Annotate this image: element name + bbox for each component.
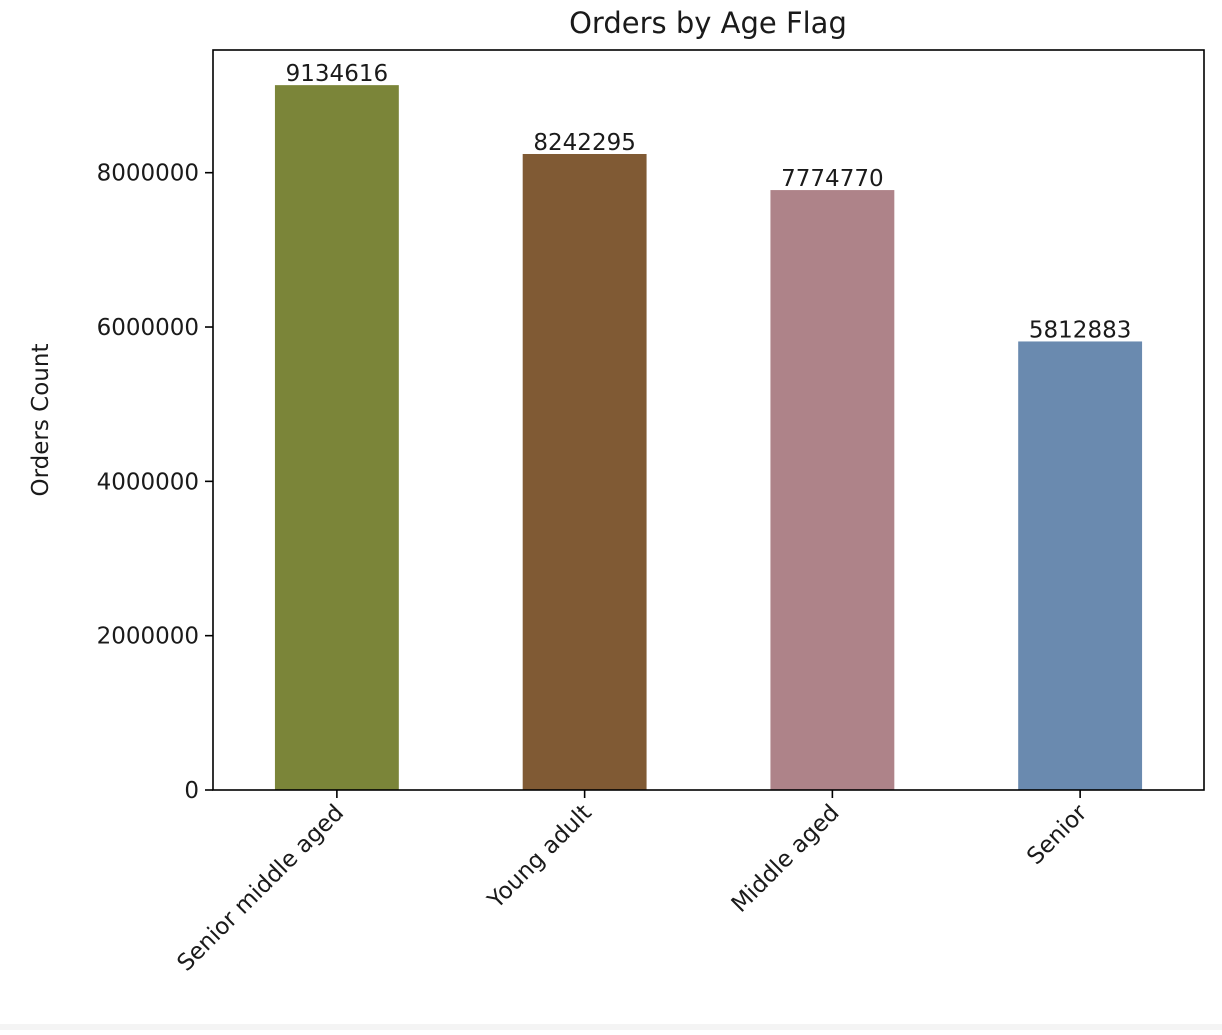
data-label-middle-aged: 7774770 xyxy=(781,166,883,192)
data-label-young-adult: 8242295 xyxy=(533,130,635,156)
y-tick-label-0: 0 xyxy=(184,778,199,804)
bar-young-adult xyxy=(522,153,647,791)
data-label-senior-middle-aged: 9134616 xyxy=(286,61,388,87)
window-bottom-edge xyxy=(0,1024,1222,1030)
y-tick-label-1: 2000000 xyxy=(97,624,199,650)
y-tick-label-2: 4000000 xyxy=(97,469,199,495)
y-axis-label: Orders Count xyxy=(28,344,54,497)
plot-frame xyxy=(212,49,1205,791)
bars: 9134616 8242295 7774770 5812883 xyxy=(274,61,1143,791)
bar-senior xyxy=(1018,341,1143,790)
chart-title: Orders by Age Flag xyxy=(569,6,847,40)
bar-middle-aged xyxy=(770,190,895,790)
y-tick-label-3: 6000000 xyxy=(97,315,199,341)
data-label-senior: 5812883 xyxy=(1029,317,1131,343)
y-axis: 0 2000000 4000000 6000000 8000000 xyxy=(97,161,213,804)
bar-senior-middle-aged xyxy=(274,85,399,790)
y-tick-label-4: 8000000 xyxy=(97,161,199,187)
